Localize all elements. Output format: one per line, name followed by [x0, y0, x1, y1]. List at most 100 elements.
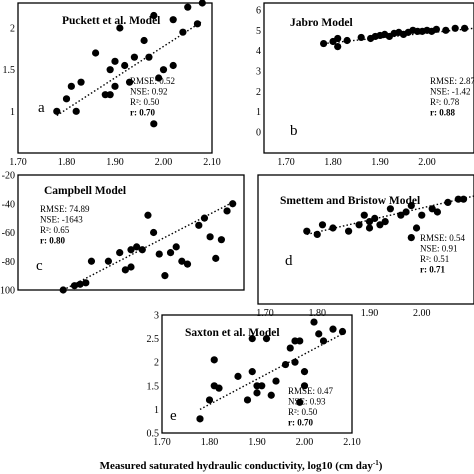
data-point [106, 91, 114, 99]
x-tick-label: 1.70 [256, 308, 274, 319]
rmse-label: RMSE: 0.47 [288, 386, 334, 396]
panel-title: Smettem and Bristow Model [280, 195, 420, 207]
r2-label: R²: 0.50 [288, 407, 318, 417]
nse-label: NSE: -1643 [40, 215, 83, 225]
nse-label: NSE: 0.93 [288, 397, 326, 407]
trend-line [199, 333, 343, 411]
rmse-label: RMSE: 2.87 [430, 76, 474, 86]
data-point [248, 335, 256, 343]
x-tick-label: 1.90 [371, 157, 389, 168]
y-tick-label: -100 [0, 286, 15, 297]
data-point [319, 337, 328, 345]
data-point [150, 228, 158, 237]
x-tick-label: 1.70 [9, 157, 27, 168]
data-point [442, 26, 450, 34]
data-point [371, 214, 379, 222]
r-label: r: 0.88 [430, 108, 455, 118]
data-point [62, 95, 71, 103]
data-point [145, 53, 153, 61]
panel-title: Campbell Model [44, 185, 126, 197]
data-point [433, 208, 442, 216]
data-point [72, 107, 80, 115]
y-tick-label: 4 [256, 46, 261, 57]
data-point [193, 20, 202, 28]
data-point [451, 24, 459, 32]
panel-border [161, 314, 353, 434]
panel-border [263, 2, 474, 154]
data-point [172, 243, 180, 251]
panels-group: 1.70 1.80 1.90 2.00 2.10 1 1.5 2 Puckett et al. … [0, 0, 474, 448]
data-point [345, 227, 353, 235]
data-point [365, 224, 374, 232]
data-point [355, 221, 363, 229]
data-point [166, 249, 175, 257]
data-point [303, 227, 311, 235]
data-point [195, 221, 203, 229]
data-point [159, 66, 168, 74]
data-point [334, 34, 342, 43]
data-point [234, 372, 242, 380]
panel-letter: c [36, 258, 43, 274]
data-point [87, 257, 96, 265]
data-point [407, 202, 415, 210]
data-point [127, 246, 135, 254]
r-label: r: 0.70 [130, 108, 155, 118]
data-point [386, 205, 394, 213]
data-point [360, 211, 368, 219]
y-tick-label: -40 [2, 199, 15, 210]
data-point [412, 224, 421, 232]
x-tick-label: 2.00 [418, 157, 436, 168]
data-point [320, 39, 328, 48]
data-point [376, 221, 384, 229]
y-tick-label: 6 [256, 6, 261, 17]
panel-letter: d [285, 253, 293, 269]
chart-panel-e: 1.70 1.80 1.90 2.00 2.10 0.5 1 1.5 2 2.5 3 Saxton e… [147, 311, 361, 449]
data-point [329, 224, 337, 232]
data-point [111, 82, 119, 90]
panel-letter: a [38, 100, 45, 116]
data-point [291, 358, 299, 366]
data-point [200, 214, 209, 222]
data-point [397, 211, 405, 219]
rmse-label: RMSE: 74.89 [40, 204, 90, 214]
data-point [418, 211, 426, 219]
data-point [198, 0, 206, 7]
y-tick-label: 2 [10, 24, 15, 35]
data-point [272, 377, 280, 385]
data-point [300, 382, 309, 390]
data-point [70, 282, 79, 290]
data-point [82, 279, 90, 287]
data-point [296, 337, 304, 345]
y-tick-label: 5 [256, 26, 261, 37]
data-point [138, 246, 146, 254]
panel-border [17, 2, 213, 154]
data-point [402, 208, 410, 216]
x-tick-label: 1.80 [324, 157, 342, 168]
y-tick-label: 0 [256, 128, 261, 139]
x-tick-label: 2.00 [296, 437, 314, 448]
trend-line [56, 20, 203, 117]
panel-border [17, 174, 245, 291]
data-point [116, 249, 124, 257]
r-label: r: 0.70 [288, 418, 313, 428]
data-point [206, 233, 214, 241]
y-tick-label: 0.5 [147, 429, 160, 440]
y-tick-label: 2.5 [147, 334, 160, 345]
rmse-label: RMSE: 0.52 [130, 76, 175, 86]
data-point [267, 391, 275, 399]
x-tick-label: 2.00 [155, 157, 173, 168]
chart-panel-a: 1.70 1.80 1.90 2.00 2.10 1 1.5 2 Puckett et al. … [3, 0, 221, 168]
nse-label: NSE: 0.91 [420, 244, 458, 254]
x-tick-label: 2.00 [413, 308, 431, 319]
r-label: r: 0.80 [40, 236, 65, 246]
panel-letter: b [290, 123, 298, 139]
y-tick-label: -20 [2, 171, 15, 182]
data-point [357, 33, 365, 42]
data-point [179, 28, 187, 36]
data-point [229, 200, 237, 208]
data-point [281, 360, 290, 369]
data-point [169, 61, 177, 70]
y-tick-label: 1 [154, 405, 159, 416]
y-tick-label: 1 [256, 107, 261, 118]
